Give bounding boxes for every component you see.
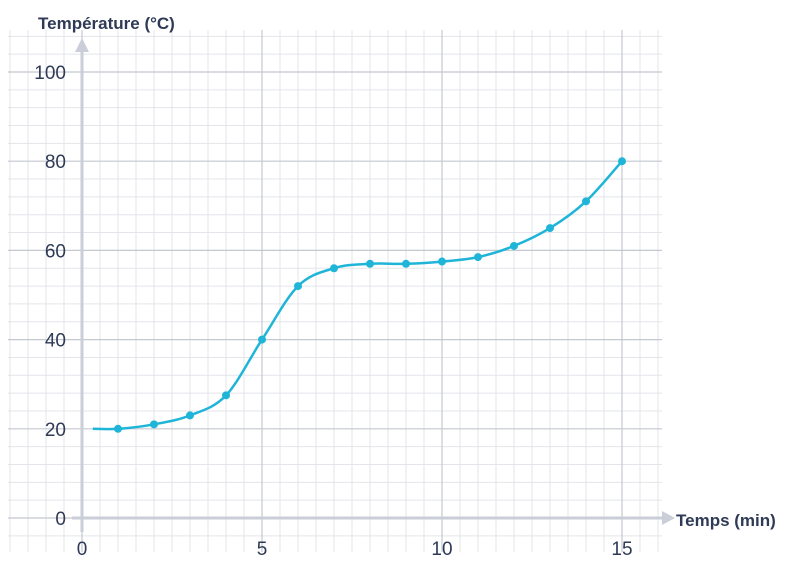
data-point xyxy=(546,224,554,233)
y-tick-label: 20 xyxy=(45,420,66,441)
y-tick-label: 100 xyxy=(34,63,66,84)
data-point xyxy=(474,253,482,262)
x-tick-label: 15 xyxy=(611,539,632,560)
data-point xyxy=(186,411,194,420)
data-point xyxy=(114,424,122,433)
y-tick-label: 60 xyxy=(45,241,66,262)
x-axis-label: Temps (min) xyxy=(676,511,776,530)
data-point xyxy=(222,391,230,400)
x-tick-label: 10 xyxy=(431,539,452,560)
y-axis-arrow xyxy=(75,38,89,52)
data-point xyxy=(294,282,302,291)
y-tick-label: 40 xyxy=(45,331,66,352)
data-point xyxy=(438,257,446,266)
minor-grid xyxy=(8,30,662,552)
x-tick-label: 5 xyxy=(257,539,268,560)
data-point xyxy=(258,335,266,344)
x-tick-labels: 0 5 10 15 xyxy=(77,539,633,560)
data-point xyxy=(618,157,626,166)
data-point xyxy=(330,264,338,273)
y-tick-labels: 0 20 40 60 80 100 xyxy=(34,63,66,530)
data-point xyxy=(402,259,410,268)
data-point xyxy=(510,241,518,250)
y-axis-label: Température (°C) xyxy=(38,14,175,33)
temperature-curve xyxy=(92,160,623,431)
x-axis-arrow xyxy=(662,511,675,525)
y-axis xyxy=(75,38,89,532)
x-axis xyxy=(72,511,675,525)
data-point xyxy=(150,420,158,429)
major-grid xyxy=(8,30,662,552)
data-point xyxy=(582,197,590,206)
y-tick-label: 80 xyxy=(45,152,66,173)
x-tick-label: 0 xyxy=(77,539,88,560)
data-point xyxy=(366,259,374,268)
y-tick-label: 0 xyxy=(55,509,66,530)
data-points xyxy=(114,157,626,433)
